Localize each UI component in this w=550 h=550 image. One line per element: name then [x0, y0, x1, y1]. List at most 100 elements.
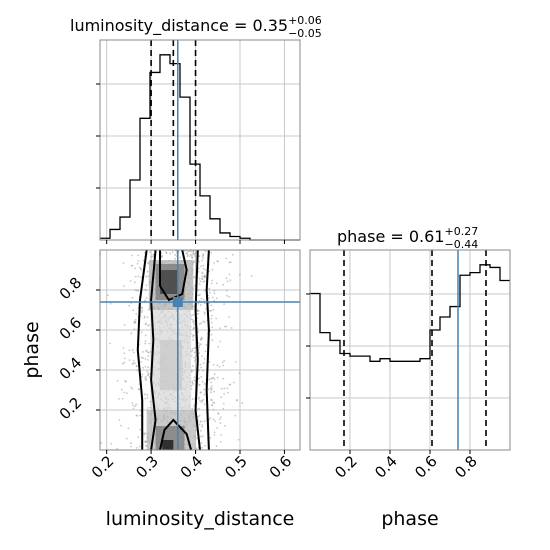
scatter-point [139, 409, 142, 412]
scatter-point [192, 250, 195, 253]
ld-x-tick-label: 0.3 [132, 452, 162, 482]
phase-hist-panel [306, 249, 511, 454]
scatter-point [199, 280, 202, 283]
scatter-point [202, 253, 205, 256]
scatter-point [123, 324, 126, 326]
scatter-point [121, 362, 124, 365]
scatter-point [193, 261, 195, 264]
br-ticks [306, 293, 471, 454]
scatter-point [137, 254, 139, 257]
scatter-point [144, 323, 147, 326]
scatter-point [197, 312, 199, 315]
scatter-point [207, 388, 210, 391]
scatter-point [208, 302, 211, 305]
scatter-point [210, 377, 212, 380]
scatter-point [171, 251, 174, 254]
scatter-point [213, 289, 216, 292]
scatter-point [174, 257, 177, 260]
scatter-point [218, 365, 221, 368]
scatter-point [213, 431, 216, 434]
scatter-point [237, 438, 240, 441]
scatter-point [213, 434, 216, 436]
scatter-point [197, 302, 200, 305]
scatter-point [208, 287, 211, 290]
scatter-point [201, 275, 204, 278]
scatter-point [194, 360, 196, 362]
scatter-point [129, 280, 132, 282]
scatter-point [210, 391, 212, 394]
scatter-point [147, 372, 150, 375]
scatter-point [193, 379, 196, 382]
scatter-point [142, 351, 144, 353]
phase-x-tick-label: 0.2 [331, 452, 361, 482]
scatter-point [149, 400, 152, 403]
bl-contours [136, 250, 210, 450]
scatter-point [185, 252, 188, 254]
scatter-point [143, 433, 146, 436]
scatter-point [130, 332, 133, 335]
scatter-point [116, 380, 119, 382]
scatter-point [169, 252, 172, 255]
scatter-point [130, 264, 133, 267]
scatter-point [143, 317, 146, 319]
scatter-point [230, 327, 233, 329]
scatter-point [199, 435, 202, 438]
scatter-point [193, 376, 196, 379]
scatter-point [200, 442, 203, 444]
scatter-point [192, 313, 195, 316]
scatter-point [197, 270, 200, 273]
scatter-point [222, 402, 225, 405]
contour-line [159, 418, 193, 450]
scatter-point [197, 398, 200, 400]
scatter-point [228, 316, 230, 319]
scatter-point [139, 267, 142, 270]
scatter-point [198, 299, 201, 302]
joint-density-panel [90, 249, 301, 454]
phase-x-tick-label: 0.4 [371, 452, 401, 482]
phase-y-tick-labels: 0.2 0.4 0.6 0.8 [56, 274, 86, 424]
scatter-point [110, 442, 113, 445]
scatter-point [186, 253, 189, 256]
scatter-point [213, 390, 215, 393]
scatter-point [238, 372, 241, 374]
scatter-point [147, 366, 150, 368]
scatter-point [208, 378, 211, 381]
x-axis-label-luminosity-distance: luminosity_distance [106, 508, 295, 530]
scatter-point [223, 303, 226, 305]
scatter-point [219, 340, 222, 343]
scatter-point [203, 388, 205, 391]
density-cell [160, 270, 178, 294]
scatter-point [147, 355, 150, 357]
scatter-point [193, 253, 196, 256]
scatter-point [121, 397, 124, 400]
scatter-point [146, 393, 149, 396]
phase-x-tick-labels: 0.2 0.4 0.6 0.8 [331, 452, 481, 482]
scatter-point [215, 317, 218, 320]
scatter-point [214, 420, 216, 422]
scatter-point [137, 260, 140, 262]
scatter-point [140, 311, 143, 314]
phase-x-tick-label: 0.8 [451, 452, 481, 482]
scatter-point [135, 403, 138, 406]
scatter-point [144, 299, 146, 302]
scatter-point [145, 289, 148, 292]
scatter-point [194, 276, 197, 279]
scatter-point [152, 254, 155, 256]
scatter-point [131, 254, 134, 257]
scatter-point [134, 289, 137, 291]
scatter-point [131, 363, 134, 365]
scatter-point [198, 369, 200, 372]
scatter-point [124, 357, 126, 360]
scatter-point [195, 252, 197, 255]
scatter-point [212, 308, 215, 311]
scatter-point [174, 254, 176, 256]
scatter-point [186, 255, 189, 258]
scatter-point [191, 347, 194, 350]
scatter-point [216, 376, 219, 379]
scatter-point [225, 277, 228, 280]
scatter-point [134, 362, 137, 365]
scatter-point [90, 301, 92, 303]
scatter-point [241, 402, 244, 404]
scatter-point [191, 365, 194, 368]
scatter-point [200, 420, 203, 423]
